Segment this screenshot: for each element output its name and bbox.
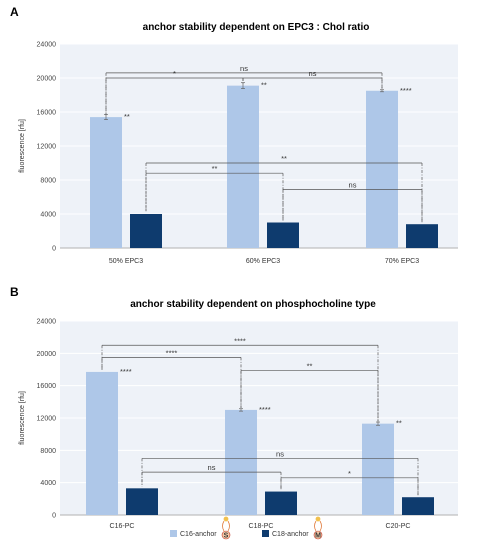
y-tick-label: 4000 (40, 480, 56, 487)
x-tick-label: 60% EPC3 (246, 258, 280, 265)
significance-label: ** (396, 419, 402, 428)
significance-label: ** (261, 81, 267, 90)
panel-b-y-axis-label: fluorescence [rfu] (19, 391, 26, 445)
x-tick-label: C20-PC (386, 523, 411, 530)
bar-c16-anchor (225, 409, 257, 515)
panel-b-letter: B (10, 285, 19, 299)
panel-b: B anchor stability dependent on phosphoc… (10, 285, 458, 530)
lipid-tail-icon (222, 520, 230, 532)
significance-label: **** (259, 405, 271, 414)
x-tick-label: C16-PC (110, 523, 135, 530)
comparison-label: ns (208, 463, 216, 472)
panel-a-letter: A (10, 5, 19, 19)
lipid-tail-icon (314, 520, 322, 532)
comparison-label: ns (349, 180, 357, 189)
x-tick-label: 50% EPC3 (109, 258, 143, 265)
y-tick-label: 4000 (40, 212, 56, 219)
y-tick-label: 0 (52, 246, 56, 253)
y-tick-label: 20000 (37, 351, 57, 358)
y-tick-label: 12000 (37, 416, 57, 423)
y-tick-label: 16000 (37, 110, 57, 117)
comparison-label: ns (240, 64, 248, 73)
lipid-head-icon (315, 516, 321, 522)
bar-c16-anchor (90, 117, 122, 248)
legend-swatch (170, 530, 177, 537)
comparison-label: **** (234, 336, 246, 345)
y-tick-label: 16000 (37, 383, 57, 390)
comparison-label: ns (276, 449, 284, 458)
lipid-head-icon (223, 516, 229, 522)
bar-c16-anchor (86, 371, 118, 515)
legend-label: C18-anchor (272, 531, 309, 538)
comparison-label: ns (309, 69, 317, 78)
legend-label: C16-anchor (180, 531, 217, 538)
y-tick-label: 8000 (40, 448, 56, 455)
x-tick-label: C18-PC (249, 523, 274, 530)
legend: C16-anchor S C18-anchor M (170, 516, 323, 540)
y-tick-label: 20000 (37, 76, 57, 83)
bar-c16-anchor (366, 90, 398, 248)
panel-a: A anchor stability dependent on EPC3 : C… (10, 5, 458, 265)
significance-label: **** (120, 367, 132, 376)
comparison-label: ** (212, 164, 218, 173)
comparison-label: **** (166, 348, 178, 357)
bar-c18-anchor (402, 497, 434, 515)
bar-c16-anchor (227, 85, 259, 249)
y-tick-label: 0 (52, 513, 56, 520)
significance-label: ** (124, 112, 130, 121)
bar-c18-anchor (267, 222, 299, 248)
bar-c18-anchor (130, 214, 162, 248)
legend-swatch (262, 530, 269, 537)
x-tick-label: 70% EPC3 (385, 258, 419, 265)
comparison-label: ** (307, 361, 313, 370)
y-tick-label: 24000 (37, 42, 57, 49)
comparison-label: * (348, 469, 351, 478)
panel-a-y-axis-label: fluorescence [rfu] (19, 119, 26, 173)
bar-c18-anchor (406, 224, 438, 248)
anchor-badge-letter: S (224, 533, 229, 540)
y-tick-label: 8000 (40, 178, 56, 185)
significance-label: **** (400, 86, 412, 95)
bar-c18-anchor (265, 491, 297, 515)
y-tick-label: 24000 (37, 319, 57, 326)
panel-a-title: anchor stability dependent on EPC3 : Cho… (143, 22, 370, 33)
anchor-badge-letter: M (315, 533, 321, 540)
panel-a-plot-area: 04000800012000160002000024000********50%… (37, 42, 458, 265)
bar-c16-anchor (362, 423, 394, 515)
panel-b-title: anchor stability dependent on phosphocho… (130, 299, 376, 310)
anchor-badge-icon (313, 530, 323, 540)
comparison-label: * (173, 69, 176, 78)
anchor-badge-icon (221, 530, 231, 540)
bar-c18-anchor (126, 488, 158, 515)
y-tick-label: 12000 (37, 144, 57, 151)
panel-b-plot-area: 04000800012000160002000024000**********C… (37, 319, 458, 530)
comparison-label: ** (281, 154, 287, 163)
